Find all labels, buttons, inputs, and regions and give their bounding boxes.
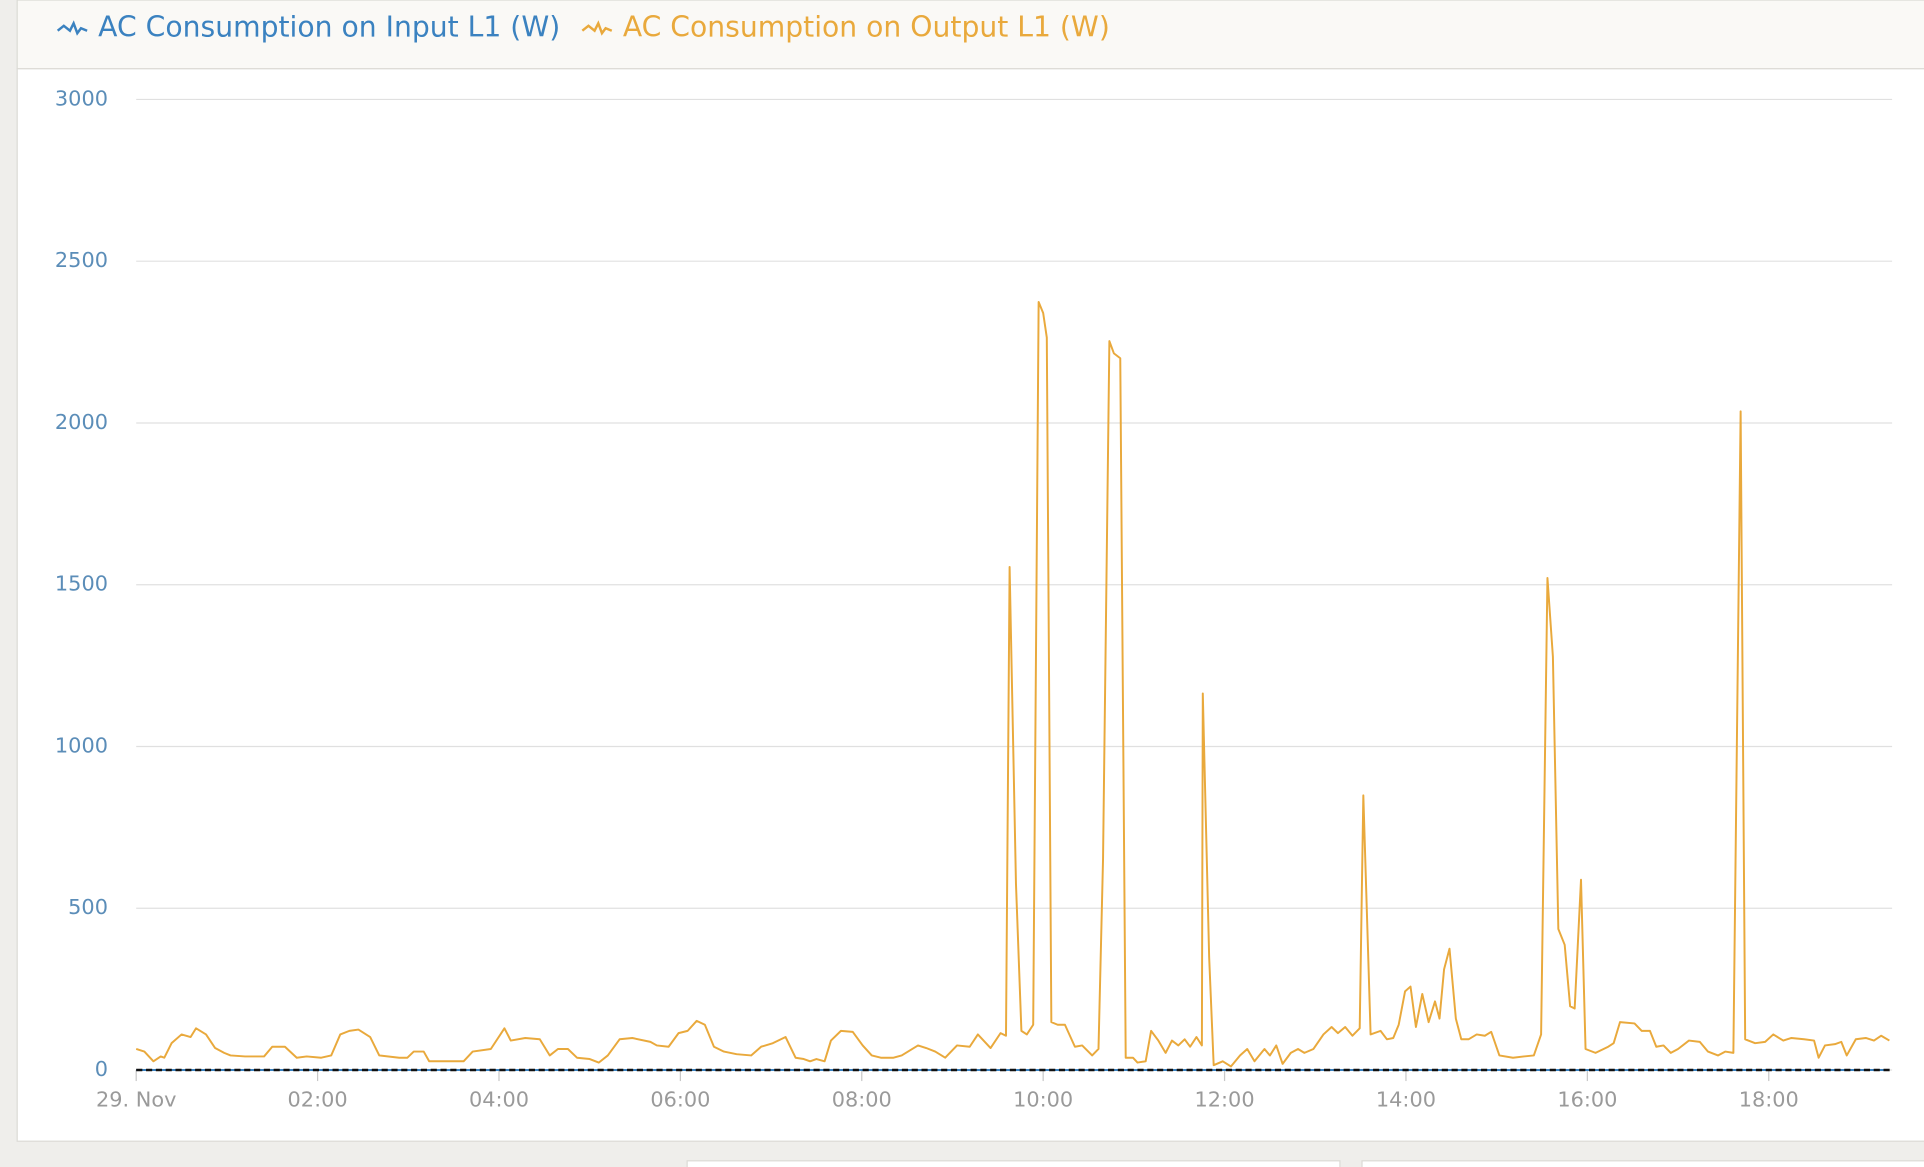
y-tick-label: 1500 bbox=[55, 572, 108, 596]
y-tick-label: 0 bbox=[95, 1057, 108, 1081]
x-tick-label: 18:00 bbox=[1739, 1088, 1799, 1112]
x-tick-label: 16:00 bbox=[1557, 1088, 1617, 1112]
plot-panel bbox=[16, 68, 1924, 1142]
x-tick-label: 02:00 bbox=[288, 1088, 348, 1112]
y-tick-label: 3000 bbox=[55, 86, 108, 110]
x-tick-label: 12:00 bbox=[1195, 1088, 1255, 1112]
y-tick-label: 2000 bbox=[55, 410, 108, 434]
x-tick-label: 04:00 bbox=[469, 1088, 529, 1112]
y-tick-label: 1000 bbox=[55, 733, 108, 757]
y-tick-label: 500 bbox=[68, 895, 108, 919]
legend-icon bbox=[56, 20, 88, 36]
legend-bar bbox=[16, 0, 1924, 70]
y-tick-label: 2500 bbox=[55, 248, 108, 272]
x-tick-label: 10:00 bbox=[1013, 1088, 1073, 1112]
x-tick-label: 06:00 bbox=[650, 1088, 710, 1112]
panel-below bbox=[1361, 1160, 1924, 1167]
legend-label: AC Consumption on Output L1 (W) bbox=[623, 10, 1110, 43]
x-tick-label: 14:00 bbox=[1376, 1088, 1436, 1112]
legend-label: AC Consumption on Input L1 (W) bbox=[98, 10, 560, 43]
legend: AC Consumption on Input L1 (W) AC Consump… bbox=[56, 10, 1110, 43]
x-tick-label: 29. Nov bbox=[96, 1088, 176, 1112]
legend-icon bbox=[581, 20, 613, 36]
series-line bbox=[135, 300, 1890, 1068]
x-tick-label: 08:00 bbox=[832, 1088, 892, 1112]
panel-below bbox=[686, 1160, 1341, 1167]
